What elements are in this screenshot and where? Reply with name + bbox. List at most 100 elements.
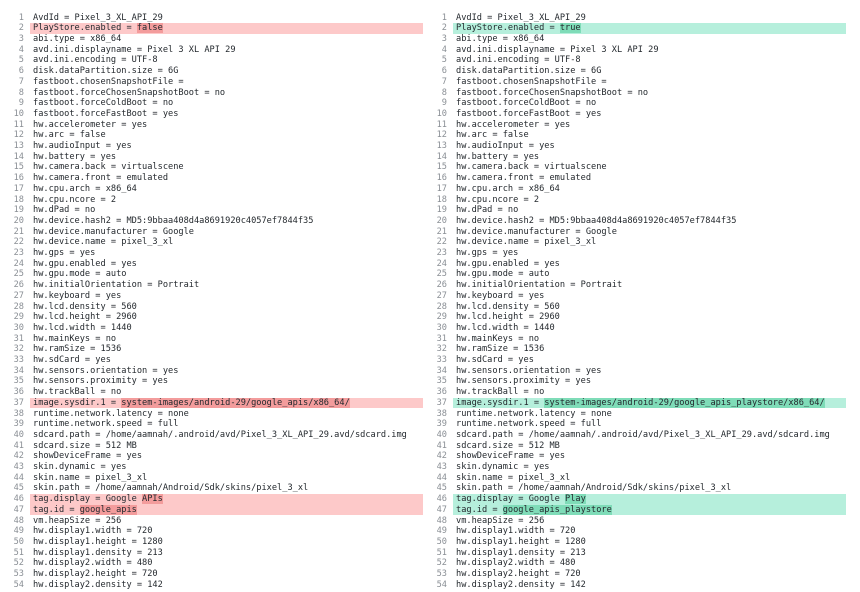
line-number: 6 bbox=[441, 66, 447, 77]
line-content: hw.display1.density = 213 bbox=[33, 547, 163, 558]
line-number: 42 bbox=[436, 451, 447, 462]
line-content: PlayStore.enabled = bbox=[33, 23, 137, 34]
line-number: 32 bbox=[13, 344, 24, 355]
line-number: 36 bbox=[13, 387, 24, 398]
line-content: hw.cpu.arch = x86_64 bbox=[33, 183, 137, 194]
line-number: 17 bbox=[13, 183, 24, 194]
line-text: skin.name = pixel_3_xl bbox=[33, 473, 147, 484]
line-content: hw.sdCard = yes bbox=[456, 355, 534, 365]
line-number: 39 bbox=[13, 419, 24, 430]
diff-line: 53 hw.display2.height = 720 bbox=[423, 569, 846, 580]
line-number: 11 bbox=[13, 119, 24, 130]
diff-line: 14 hw.battery = yes bbox=[0, 152, 423, 163]
line-content: hw.display2.width = 480 bbox=[456, 558, 576, 569]
line-content: fastboot.forceChosenSnapshotBoot = no bbox=[33, 87, 226, 98]
line-number: 21 bbox=[436, 226, 447, 237]
line-text: disk.dataPartition.size = 6G bbox=[456, 66, 601, 77]
line-text: hw.gpu.enabled = yes bbox=[456, 259, 560, 270]
line-content: sdcard.path = /home/aamnah/.android/avd/… bbox=[33, 429, 407, 440]
diff-line: 34 hw.sensors.orientation = yes bbox=[0, 366, 423, 377]
diff-line: 51 hw.display1.density = 213 bbox=[423, 548, 846, 559]
line-text: hw.trackBall = no bbox=[456, 387, 544, 398]
line-content: fastboot.chosenSnapshotFile = bbox=[456, 76, 607, 87]
line-text: hw.sdCard = yes bbox=[456, 355, 534, 366]
line-text: hw.initialOrientation = Portrait bbox=[33, 280, 199, 291]
line-number: 4 bbox=[441, 44, 447, 55]
line-text: hw.keyboard = yes bbox=[456, 291, 544, 302]
line-number: 16 bbox=[436, 173, 447, 184]
line-content: fastboot.forceChosenSnapshotBoot = no bbox=[456, 87, 649, 98]
line-content: hw.display2.height = 720 bbox=[33, 569, 158, 579]
line-content: hw.keyboard = yes bbox=[33, 290, 122, 301]
line-number: 30 bbox=[13, 322, 24, 333]
line-text: hw.ramSize = 1536 bbox=[456, 344, 544, 355]
line-text: image.sysdir.1 = system-images/android-2… bbox=[33, 397, 350, 409]
line-number: 29 bbox=[13, 312, 24, 323]
line-number: 2 bbox=[18, 23, 24, 34]
diff-line: 51 hw.display1.density = 213 bbox=[0, 548, 423, 559]
line-text: hw.keyboard = yes bbox=[33, 291, 121, 302]
line-content: hw.gpu.mode = auto bbox=[456, 269, 550, 280]
diff-line: 46 tag.display = Google Play bbox=[423, 494, 846, 505]
line-content: hw.sdCard = yes bbox=[33, 355, 111, 365]
diff-line: 25 hw.gpu.mode = auto bbox=[423, 269, 846, 280]
diff-line: 8 fastboot.forceChosenSnapshotBoot = no bbox=[0, 88, 423, 99]
line-text: hw.gpu.enabled = yes bbox=[33, 259, 137, 270]
line-text: hw.display1.density = 213 bbox=[33, 548, 163, 559]
line-text: hw.lcd.density = 560 bbox=[33, 302, 137, 313]
diff-line: 18 hw.cpu.ncore = 2 bbox=[0, 195, 423, 206]
line-content: hw.audioInput = yes bbox=[33, 141, 132, 151]
line-text: hw.camera.back = virtualscene bbox=[33, 162, 184, 173]
line-number: 2 bbox=[441, 23, 447, 34]
line-content: skin.path = /home/aamnah/Android/Sdk/ski… bbox=[33, 483, 309, 494]
line-text: hw.sensors.orientation = yes bbox=[456, 366, 601, 377]
line-number: 31 bbox=[436, 333, 447, 344]
line-number: 37 bbox=[436, 397, 447, 408]
line-number: 36 bbox=[436, 387, 447, 398]
line-number: 18 bbox=[13, 194, 24, 205]
diff-line: 6 disk.dataPartition.size = 6G bbox=[423, 66, 846, 77]
line-number: 34 bbox=[13, 365, 24, 376]
diff-line: 23 hw.gps = yes bbox=[0, 248, 423, 259]
line-content: hw.display2.density = 142 bbox=[456, 579, 586, 590]
diff-line: 30 hw.lcd.width = 1440 bbox=[423, 323, 846, 334]
diff-line: 9 fastboot.forceColdBoot = no bbox=[423, 98, 846, 109]
diff-line: 37 image.sysdir.1 = system-images/android… bbox=[423, 397, 846, 409]
diff-line: 44 skin.name = pixel_3_xl bbox=[0, 473, 423, 484]
diff-line: 40 sdcard.path = /home/aamnah/.android/av… bbox=[423, 430, 846, 441]
line-text: showDeviceFrame = yes bbox=[456, 451, 565, 462]
line-number: 15 bbox=[13, 162, 24, 173]
changed-text: google_apis_playstore bbox=[502, 504, 612, 515]
line-content: runtime.network.speed = full bbox=[456, 419, 602, 430]
line-content: fastboot.forceFastBoot = yes bbox=[33, 108, 179, 119]
line-number: 50 bbox=[436, 536, 447, 547]
diff-line: 31 hw.mainKeys = no bbox=[423, 334, 846, 345]
line-text: hw.display1.height = 1280 bbox=[33, 537, 163, 548]
line-text: sdcard.path = /home/aamnah/.android/avd/… bbox=[456, 430, 830, 441]
diff-line: 27 hw.keyboard = yes bbox=[423, 291, 846, 302]
line-content: hw.display2.density = 142 bbox=[33, 579, 163, 590]
line-text: fastboot.forceChosenSnapshotBoot = no bbox=[456, 88, 648, 99]
line-number: 9 bbox=[441, 98, 447, 109]
line-content: hw.dPad = no bbox=[456, 205, 519, 216]
line-content: showDeviceFrame = yes bbox=[33, 451, 143, 462]
line-content: hw.ramSize = 1536 bbox=[33, 344, 122, 355]
changed-text: Play bbox=[565, 494, 586, 505]
line-text: hw.sensors.proximity = yes bbox=[33, 376, 168, 387]
line-content: hw.lcd.width = 1440 bbox=[33, 322, 132, 333]
line-number: 4 bbox=[18, 44, 24, 55]
line-text: hw.gpu.mode = auto bbox=[456, 269, 549, 280]
line-content: PlayStore.enabled = bbox=[456, 23, 560, 34]
line-text: sdcard.path = /home/aamnah/.android/avd/… bbox=[33, 430, 407, 441]
line-number: 45 bbox=[436, 483, 447, 494]
line-content: tag.display = Google bbox=[456, 494, 566, 505]
line-content: hw.accelerometer = yes bbox=[33, 119, 148, 130]
line-text: hw.device.name = pixel_3_xl bbox=[456, 237, 596, 248]
diff-line: 29 hw.lcd.height = 2960 bbox=[423, 312, 846, 323]
changed-text: google_apis bbox=[79, 504, 137, 515]
diff-line: 52 hw.display2.width = 480 bbox=[0, 558, 423, 569]
line-text: AvdId = Pixel_3_XL_API_29 bbox=[33, 13, 163, 24]
diff-line: 54 hw.display2.density = 142 bbox=[0, 580, 423, 591]
diff-line: 26 hw.initialOrientation = Portrait bbox=[0, 280, 423, 291]
line-text: tag.display = Google Play bbox=[456, 494, 586, 505]
